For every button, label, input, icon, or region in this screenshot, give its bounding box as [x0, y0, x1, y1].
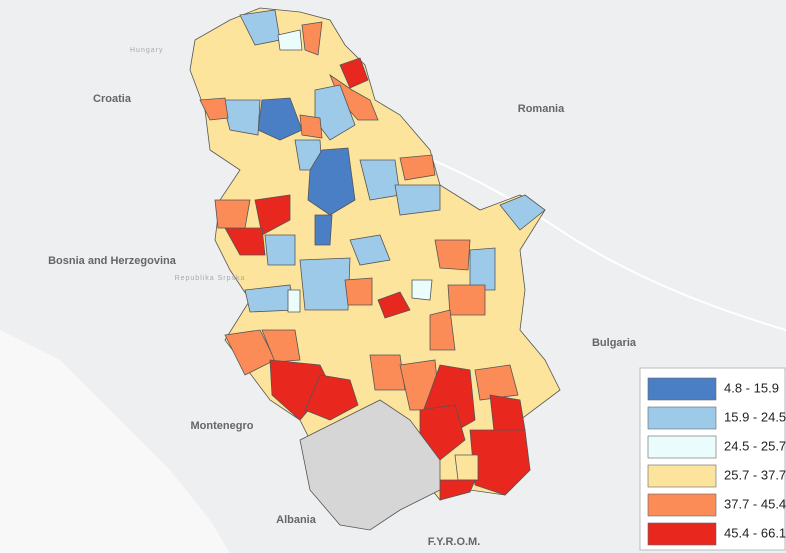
region [469, 247, 496, 291]
region [499, 194, 546, 231]
country-label: Bulgaria [592, 337, 637, 349]
legend-label: 24.5 - 25.7 [724, 438, 786, 453]
region [394, 184, 441, 216]
legend: 4.8 - 15.9 15.9 - 24.5 24.5 - 25.7 25.7 - 3… [639, 367, 786, 551]
region [287, 289, 301, 313]
country-label: Croatia [93, 93, 132, 105]
region [411, 279, 433, 301]
legend-label: 25.7 - 37.7 [724, 467, 786, 482]
region [399, 154, 436, 181]
region [199, 97, 229, 121]
region [261, 329, 301, 363]
kosovo [299, 399, 441, 531]
region [454, 454, 479, 481]
region [299, 114, 323, 139]
legend-swatch [647, 522, 717, 546]
region [339, 57, 369, 89]
region [369, 354, 406, 391]
region [214, 199, 251, 229]
country-label: Hungary [130, 47, 163, 54]
region [277, 29, 303, 51]
country-label: Romania [518, 103, 565, 115]
region [299, 257, 351, 311]
region [429, 309, 456, 351]
region [304, 374, 359, 421]
region [439, 479, 476, 501]
legend-swatch [647, 435, 717, 459]
region [264, 234, 296, 266]
country-label: Republika Srpska [175, 275, 246, 282]
legend-label: 15.9 - 24.5 [724, 409, 786, 424]
region [254, 194, 291, 236]
legend-label: 37.7 - 45.4 [724, 496, 786, 511]
region [434, 239, 471, 271]
region [447, 284, 486, 316]
region [244, 284, 296, 313]
legend-swatch [647, 464, 717, 488]
region [349, 234, 391, 266]
legend-label: 4.8 - 15.9 [724, 380, 779, 395]
legend-swatch [647, 377, 717, 401]
country-label: Albania [276, 514, 317, 526]
legend-swatch [647, 406, 717, 430]
region [344, 277, 373, 306]
region [474, 364, 519, 401]
region [301, 21, 323, 56]
river [379, 139, 786, 331]
region [314, 84, 356, 141]
region [314, 214, 333, 246]
legend-label: 45.4 - 66.1 [724, 525, 786, 540]
sea [0, 330, 230, 553]
region [224, 227, 266, 256]
region [377, 291, 411, 319]
country-label: Montenegro [191, 420, 254, 432]
country-label: F.Y.R.O.M. [428, 536, 481, 548]
country-label: Bosnia and Herzegovina [48, 255, 177, 267]
region [221, 99, 261, 136]
legend-swatch [647, 493, 717, 517]
